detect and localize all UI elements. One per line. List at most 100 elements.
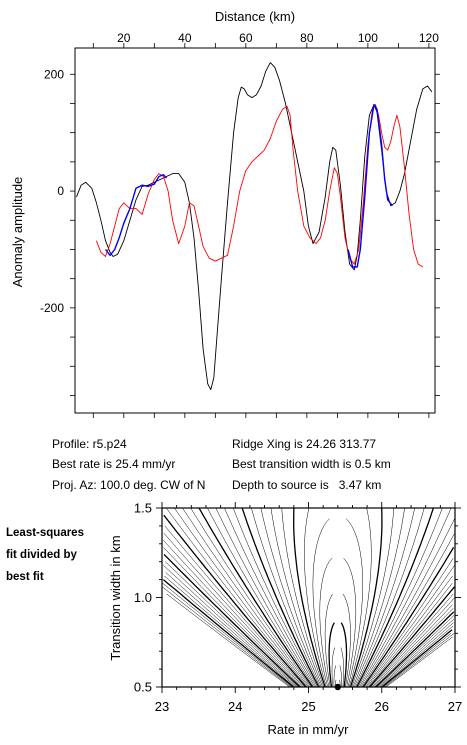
contour-line	[166, 507, 308, 688]
contour-line	[174, 507, 309, 688]
contour-line	[328, 622, 335, 688]
profile-x-tick-label: 100	[358, 31, 378, 45]
contour-line	[374, 608, 454, 688]
contour-x-axis-label: Rate in mm/yr	[268, 722, 350, 737]
profile-y-tick-label: 0	[57, 184, 64, 198]
best-transition-width: Best transition width is 0.5 km	[232, 457, 391, 471]
contour-title-line-2: fit divided by	[6, 549, 77, 561]
contour-line	[380, 625, 454, 688]
contour-line	[163, 547, 302, 688]
contour-line	[190, 507, 312, 688]
profile-y-axis-label: Anomaly amplitude	[10, 177, 25, 288]
contour-line	[369, 586, 456, 688]
profile-series-line-4	[347, 103, 393, 268]
projection-azimuth: Proj. Az: 100.0 deg. CW of N	[52, 478, 206, 492]
contour-ticks: 23 24 25 26 27 1.5 1.0 0.5	[134, 501, 462, 715]
contour-line	[368, 583, 453, 688]
contour-line	[345, 518, 363, 688]
contour-line	[349, 507, 383, 688]
contour-line	[366, 575, 453, 688]
contour-line	[383, 633, 452, 688]
profile-x-tick-label: 20	[117, 31, 131, 45]
contour-x-tick-label: 24	[228, 699, 242, 714]
contour-line	[352, 507, 405, 688]
contour-line	[340, 647, 344, 688]
profile-series	[76, 62, 433, 391]
ridge-crossing: Ridge Xing is 24.26 313.77	[232, 437, 377, 451]
contour-line	[365, 565, 455, 688]
contour-line	[361, 532, 456, 688]
contour-x-tick-label: 23	[155, 699, 169, 714]
contour-line	[162, 579, 294, 688]
contour-line	[215, 507, 316, 688]
contour-y-axis-label: Transition width in km	[108, 535, 123, 660]
profile-plot: Distance (km) Anomaly amplitude 20 40 60 80…	[10, 9, 440, 418]
contour-line	[351, 507, 395, 688]
contour-line	[371, 597, 455, 688]
profile-x-tick-label: 120	[419, 31, 439, 45]
profile-series-line-1	[76, 62, 433, 391]
contour-line	[164, 525, 306, 688]
contour-x-tick-label: 27	[448, 699, 462, 714]
contour-line	[163, 554, 301, 688]
contour-line	[163, 540, 303, 688]
contour-line	[182, 507, 311, 688]
profile-x-tick-label: 80	[300, 31, 314, 45]
contour-line	[207, 507, 314, 688]
contour-line	[319, 557, 333, 688]
contour-line	[304, 507, 327, 688]
contour-line	[241, 507, 320, 688]
contour-title: Least-squares fit divided by best fit	[6, 522, 116, 588]
contour-line	[161, 586, 292, 688]
contour-x-tick-label: 25	[301, 699, 315, 714]
contour-title-line-1: Least-squares	[6, 527, 84, 539]
contour-line	[385, 636, 453, 688]
contour-line	[342, 593, 351, 688]
contour-line	[373, 604, 453, 688]
contour-line	[364, 557, 454, 688]
contour-line	[359, 507, 452, 688]
profile-name: Profile: r5.p24	[52, 437, 127, 451]
best-fit-point	[334, 683, 341, 691]
best-rate: Best rate is 25.4 mm/yr	[52, 457, 176, 471]
contour-line	[162, 583, 293, 688]
contour-line	[360, 518, 455, 688]
contour-line	[166, 593, 290, 688]
contour-y-tick-label: 1.0	[134, 590, 152, 605]
contour-line	[356, 507, 435, 688]
profile-series-line-3	[104, 174, 168, 256]
contour-line	[165, 561, 299, 688]
contour-line	[370, 593, 454, 688]
contour-line	[375, 611, 455, 688]
contour-line	[376, 615, 455, 688]
contour-line	[165, 572, 297, 688]
contour-y-tick-label: 0.5	[134, 680, 152, 695]
contour-line	[348, 507, 372, 688]
contour-line	[312, 518, 330, 688]
contour-plot: 23 24 25 26 27 1.5 1.0 0.5 Rate in mm/yr Transi…	[108, 501, 462, 738]
contour-frame	[161, 507, 456, 688]
contour-line	[232, 507, 318, 688]
contour-line	[378, 618, 455, 688]
contour-line	[293, 507, 326, 688]
contour-lines	[161, 507, 456, 688]
profile-x-tick-label: 60	[239, 31, 253, 45]
contour-line	[164, 575, 295, 688]
contour-line	[384, 633, 455, 688]
profile-x-axis-label: Distance (km)	[215, 9, 295, 24]
contour-line	[343, 557, 357, 688]
contour-line	[362, 547, 455, 688]
contour-line	[198, 507, 314, 688]
profile-x-tick-label: 40	[178, 31, 192, 45]
contour-line	[163, 514, 307, 688]
profile-y-tick-label: -200	[40, 301, 64, 315]
profile-y-tick-label: 200	[44, 67, 64, 81]
contour-line	[339, 665, 342, 688]
contour-line	[163, 532, 304, 688]
contour-line	[379, 622, 454, 688]
depth-to-source: Depth to source is 3.47 km	[232, 478, 382, 492]
profile-ticks: 20 40 60 80 100 120 200 0 -200	[40, 31, 440, 418]
profile-frame	[74, 47, 436, 414]
contour-line	[260, 507, 322, 688]
